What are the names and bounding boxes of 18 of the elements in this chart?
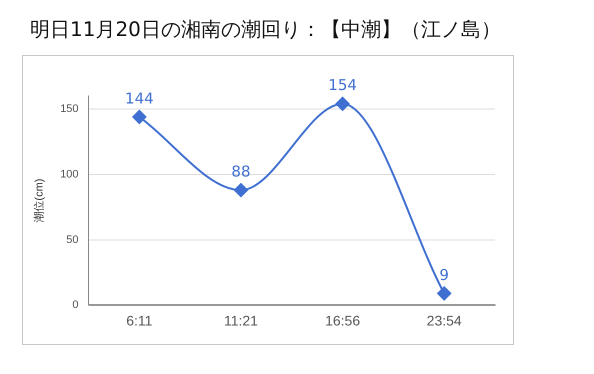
point [234, 183, 248, 198]
chart-title: 明日11月20日の湘南の潮回り：【中潮】（江ノ島） [30, 16, 501, 43]
point [437, 286, 452, 300]
x-tick-label: 6:11 [126, 312, 153, 328]
y-axis-title: 潮位(cm) [32, 178, 46, 223]
point [336, 96, 350, 111]
x-tick-label: 23:54 [426, 312, 462, 328]
y-tick-label: 50 [66, 234, 79, 246]
point [132, 110, 146, 124]
x-tick-label: 11:21 [224, 312, 258, 328]
data-label: 144 [125, 89, 154, 108]
data-label: 154 [328, 76, 357, 94]
data-label: 88 [231, 162, 251, 181]
y-tick-label: 0 [72, 299, 79, 312]
data-label: 9 [439, 266, 449, 284]
y-tick-label: 100 [60, 168, 79, 180]
x-tick-label: 16:56 [325, 312, 360, 328]
y-tick-label: 150 [60, 103, 79, 116]
